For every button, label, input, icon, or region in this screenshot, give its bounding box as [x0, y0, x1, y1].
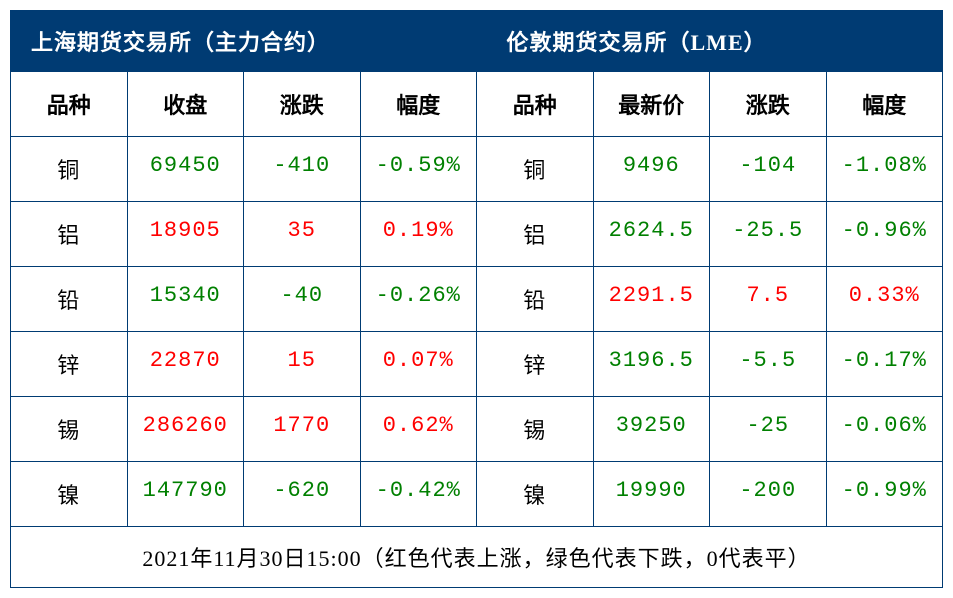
- cell-l-close: 147790: [128, 462, 245, 526]
- table-row: 锌22870150.07%锌3196.5-5.5-0.17%: [11, 331, 942, 396]
- table-row: 镍147790-620-0.42%镍19990-200-0.99%: [11, 461, 942, 526]
- cell-r-name: 铜: [477, 137, 594, 201]
- cell-l-name: 锌: [11, 332, 128, 396]
- table-row: 铅15340-40-0.26%铅2291.57.50.33%: [11, 266, 942, 331]
- cell-l-change: -40: [244, 267, 361, 331]
- cell-r-pct: -0.99%: [827, 462, 943, 526]
- cell-r-name: 铝: [477, 202, 594, 266]
- cell-l-close: 18905: [128, 202, 245, 266]
- col-r-price: 最新价: [594, 72, 711, 136]
- cell-l-change: 35: [244, 202, 361, 266]
- cell-r-name: 锌: [477, 332, 594, 396]
- cell-l-pct: 0.07%: [361, 332, 478, 396]
- cell-r-price: 3196.5: [594, 332, 711, 396]
- footer-note: 2021年11月30日15:00（红色代表上涨，绿色代表下跌，0代表平）: [11, 526, 942, 587]
- exchange-header-row: 上海期货交易所（主力合约） 伦敦期货交易所（LME）: [11, 11, 942, 71]
- cell-r-change: -25: [710, 397, 827, 461]
- cell-l-close: 69450: [128, 137, 245, 201]
- table-row: 铝18905350.19%铝2624.5-25.5-0.96%: [11, 201, 942, 266]
- col-l-pct: 幅度: [361, 72, 478, 136]
- cell-l-close: 22870: [128, 332, 245, 396]
- lme-header: 伦敦期货交易所（LME）: [467, 11, 943, 71]
- col-r-name: 品种: [477, 72, 594, 136]
- cell-r-pct: -0.06%: [827, 397, 943, 461]
- column-headers: 品种 收盘 涨跌 幅度 品种 最新价 涨跌 幅度: [11, 71, 942, 136]
- cell-r-change: -200: [710, 462, 827, 526]
- cell-r-price: 9496: [594, 137, 711, 201]
- cell-l-name: 铅: [11, 267, 128, 331]
- cell-l-pct: 0.62%: [361, 397, 478, 461]
- cell-r-price: 39250: [594, 397, 711, 461]
- cell-r-price: 2291.5: [594, 267, 711, 331]
- cell-r-name: 锡: [477, 397, 594, 461]
- cell-l-pct: -0.59%: [361, 137, 478, 201]
- cell-l-change: 15: [244, 332, 361, 396]
- cell-l-name: 镍: [11, 462, 128, 526]
- cell-r-name: 镍: [477, 462, 594, 526]
- cell-l-pct: -0.26%: [361, 267, 478, 331]
- table-row: 锡28626017700.62%锡39250-25-0.06%: [11, 396, 942, 461]
- col-l-close: 收盘: [128, 72, 245, 136]
- cell-l-name: 铝: [11, 202, 128, 266]
- cell-r-change: -104: [710, 137, 827, 201]
- cell-l-pct: 0.19%: [361, 202, 478, 266]
- data-rows: 铜69450-410-0.59%铜9496-104-1.08%铝18905350…: [11, 136, 942, 526]
- col-r-pct: 幅度: [827, 72, 943, 136]
- cell-r-pct: -0.96%: [827, 202, 943, 266]
- cell-r-pct: -1.08%: [827, 137, 943, 201]
- table-row: 铜69450-410-0.59%铜9496-104-1.08%: [11, 136, 942, 201]
- cell-l-change: 1770: [244, 397, 361, 461]
- cell-r-change: 7.5: [710, 267, 827, 331]
- cell-l-change: -410: [244, 137, 361, 201]
- cell-l-pct: -0.42%: [361, 462, 478, 526]
- cell-l-change: -620: [244, 462, 361, 526]
- cell-l-name: 锡: [11, 397, 128, 461]
- shfe-header: 上海期货交易所（主力合约）: [11, 11, 467, 71]
- col-l-name: 品种: [11, 72, 128, 136]
- cell-r-change: -25.5: [710, 202, 827, 266]
- cell-l-close: 15340: [128, 267, 245, 331]
- futures-table: 上海期货交易所（主力合约） 伦敦期货交易所（LME） 品种 收盘 涨跌 幅度 品…: [10, 10, 943, 588]
- cell-r-price: 2624.5: [594, 202, 711, 266]
- cell-l-close: 286260: [128, 397, 245, 461]
- cell-r-pct: 0.33%: [827, 267, 943, 331]
- cell-r-price: 19990: [594, 462, 711, 526]
- cell-r-pct: -0.17%: [827, 332, 943, 396]
- cell-r-name: 铅: [477, 267, 594, 331]
- col-l-change: 涨跌: [244, 72, 361, 136]
- cell-l-name: 铜: [11, 137, 128, 201]
- col-r-change: 涨跌: [710, 72, 827, 136]
- cell-r-change: -5.5: [710, 332, 827, 396]
